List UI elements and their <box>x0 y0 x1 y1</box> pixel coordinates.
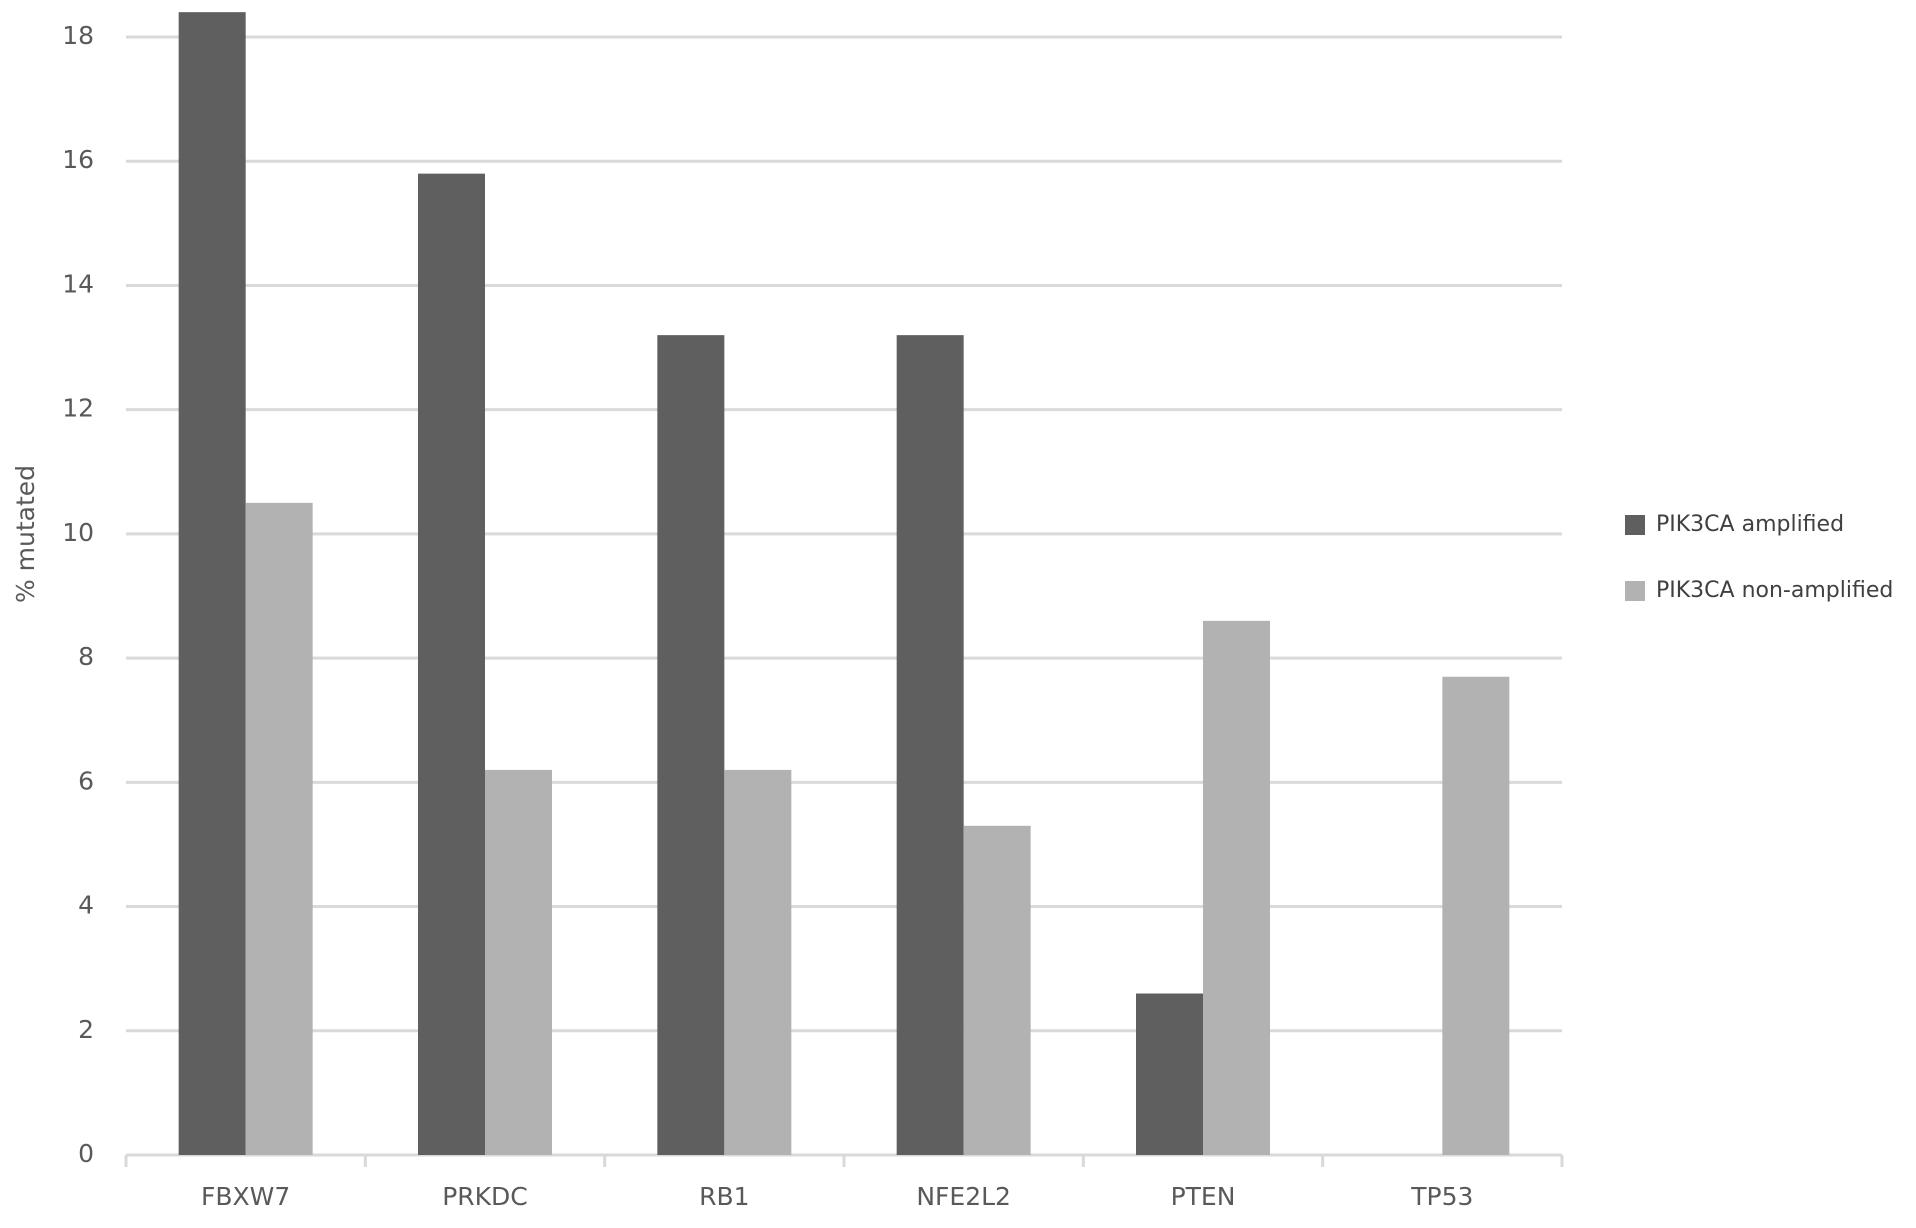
legend-swatch <box>1625 515 1645 535</box>
y-tick-label: 4 <box>78 891 94 920</box>
legend-label: PIK3CA amplified <box>1656 512 1844 537</box>
y-tick-label: 8 <box>78 642 94 671</box>
bar <box>896 335 964 1156</box>
bar <box>178 12 246 1156</box>
y-tick-label: 12 <box>62 394 94 423</box>
x-tick-label: TP53 <box>1410 1182 1473 1211</box>
y-tick-label: 18 <box>62 21 94 50</box>
bar <box>724 769 792 1155</box>
x-tick-label: RB1 <box>699 1182 749 1211</box>
bar <box>1136 993 1203 1155</box>
bar <box>657 335 725 1156</box>
x-tick-label: PRKDC <box>442 1182 528 1211</box>
legend-swatch <box>1625 581 1645 601</box>
bar <box>1442 676 1510 1155</box>
y-tick-label: 0 <box>78 1139 94 1168</box>
bar <box>418 173 485 1156</box>
bar <box>485 769 552 1155</box>
legend-label: PIK3CA non-amplified <box>1656 578 1893 603</box>
y-tick-label: 16 <box>62 145 94 174</box>
y-tick-label: 2 <box>78 1015 94 1044</box>
y-tick-label: 6 <box>78 766 94 795</box>
x-tick-label: PTEN <box>1171 1182 1236 1211</box>
y-tick-label: 14 <box>62 269 94 298</box>
x-tick-label: FBXW7 <box>201 1182 290 1211</box>
bar <box>1203 620 1270 1155</box>
bar <box>245 502 313 1155</box>
y-tick-label: 10 <box>62 518 94 547</box>
x-tick-label: NFE2L2 <box>916 1182 1011 1211</box>
bar <box>963 825 1031 1155</box>
y-axis-title: % mutated <box>11 465 40 603</box>
